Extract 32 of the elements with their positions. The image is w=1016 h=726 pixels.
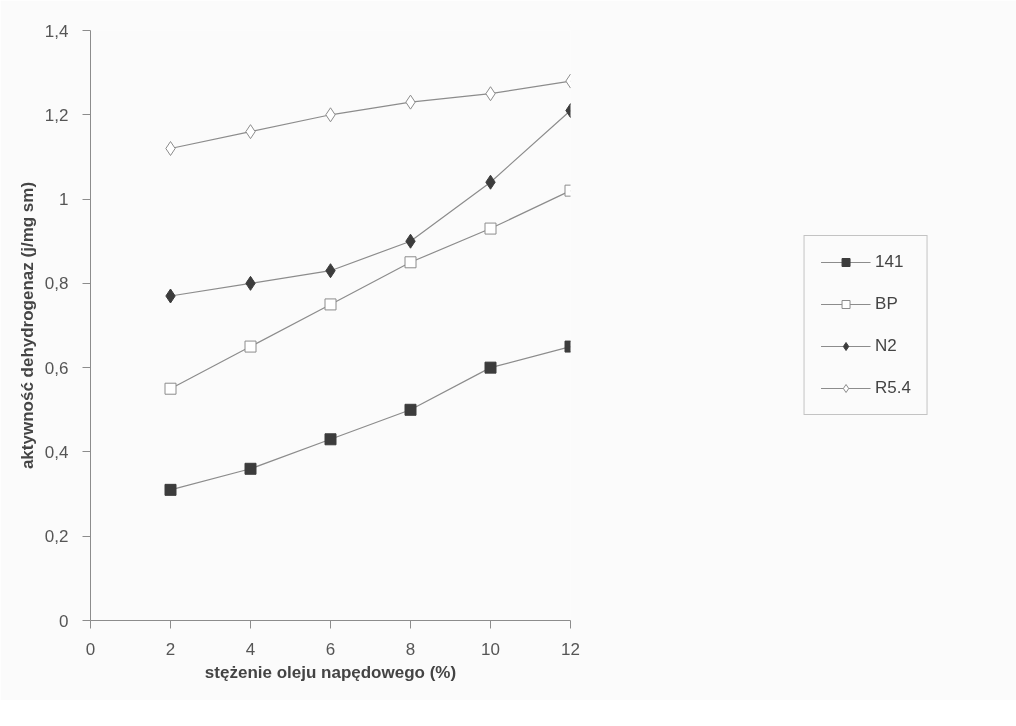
point [484, 222, 497, 235]
legend-label: R5.4 [875, 378, 911, 398]
y-tick-label: 1,2 [44, 105, 69, 125]
y-tick-label: 0,8 [44, 274, 69, 294]
x-tick-label: 8 [405, 639, 416, 659]
point [324, 433, 337, 446]
x-tick-label: 0 [85, 639, 96, 659]
x-tick-label: 10 [481, 639, 500, 659]
point [324, 298, 337, 311]
point [484, 361, 497, 374]
y-tick-label: 0,2 [44, 527, 69, 547]
x-tick-label: 2 [165, 639, 176, 659]
point [404, 403, 417, 416]
x-tick-label: 4 [245, 639, 256, 659]
y-axis-title: aktywność dehydrogenaz (j/mg sm) [17, 181, 37, 470]
legend-label: 141 [875, 252, 904, 272]
y-tick-label: 1 [59, 190, 69, 210]
point [244, 462, 257, 475]
x-tick-label: 6 [325, 639, 336, 659]
x-axis-title: stężenie oleju napędowego (%) [204, 662, 457, 682]
legend-label: BP [875, 294, 898, 314]
point [165, 141, 176, 156]
x-tick-label: 12 [561, 639, 580, 659]
y-tick-label: 0 [59, 611, 69, 631]
point [164, 382, 177, 395]
point [404, 256, 417, 269]
point [164, 483, 177, 496]
y-tick-label: 0,4 [44, 442, 69, 462]
legend-label: N2 [875, 336, 897, 356]
y-tick-label: 0,6 [44, 358, 69, 378]
point [244, 340, 257, 353]
y-tick-label: 1,4 [44, 21, 69, 41]
